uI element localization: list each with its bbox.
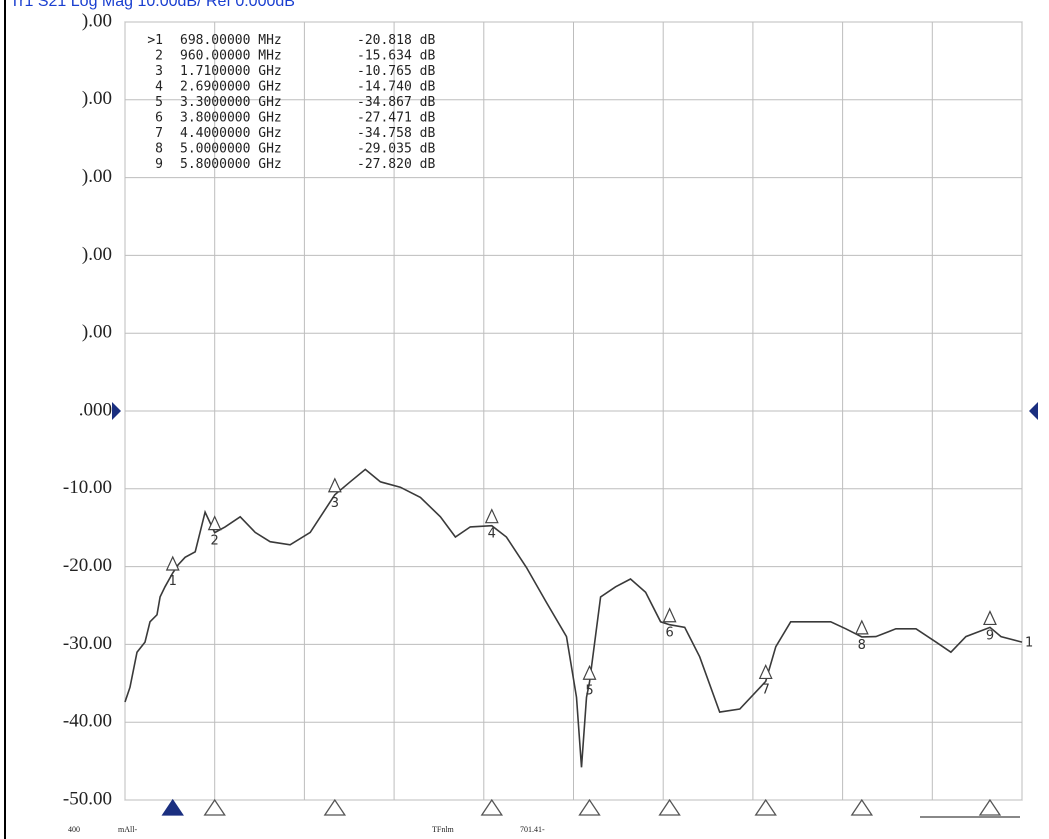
marker-indicator (203, 798, 226, 816)
marker-label: 5 (585, 683, 593, 698)
marker-id: 8 (155, 142, 163, 157)
y-tick-label: -30.00 (63, 633, 112, 654)
marker-triangle (758, 663, 773, 680)
marker-response: -34.758 dB (357, 126, 435, 141)
marker-triangle (327, 477, 342, 493)
y-tick-label: ).00 (82, 10, 112, 31)
marker-triangle (165, 555, 180, 571)
marker-response: -27.471 dB (357, 111, 435, 126)
marker-id: >1 (147, 33, 163, 48)
marker-id: 5 (155, 95, 163, 110)
marker-indicator (480, 798, 504, 816)
marker-stimulus: 698.00000 MHz (180, 33, 282, 48)
marker-id: 2 (155, 49, 163, 64)
marker-response: -20.818 dB (357, 33, 435, 48)
marker-indicator (161, 798, 184, 816)
marker-indicator (578, 798, 601, 816)
marker-response: -10.765 dB (357, 64, 435, 79)
reference-arrow (1029, 402, 1038, 420)
footer-text: 701.41- (520, 825, 545, 834)
trace-title: Tr1 S21 Log Mag 10.00dB/ Ref 0.000dB (10, 0, 295, 10)
marker-triangle (582, 664, 597, 680)
marker-indicator (658, 798, 681, 816)
y-axis: -50.00 -40.00 -30.00 -20.00 -10.00 .000 ).00).… (63, 10, 1038, 809)
marker-stimulus: 3.3000000 GHz (180, 95, 282, 110)
y-tick-label: -20.00 (63, 555, 112, 576)
marker-response: -27.820 dB (357, 157, 435, 172)
y-tick-label: .000 (79, 399, 112, 420)
marker-triangle (484, 508, 499, 524)
marker-stimulus: 1.7100000 GHz (180, 64, 282, 79)
footer-text: mAll- (118, 825, 137, 834)
marker-table: >1 698.00000 MHz -20.818 dB 2 960.00000 MHz -… (147, 33, 435, 172)
marker-stimulus: 5.0000000 GHz (180, 142, 282, 157)
marker-id: 9 (155, 157, 163, 172)
marker-stimulus: 960.00000 MHz (180, 49, 282, 64)
marker-response: -34.867 dB (357, 95, 435, 110)
footer: 400 mAll- TFnlm 701.41- (68, 816, 1020, 834)
marker-label: 9 (986, 628, 994, 643)
marker-id: 4 (155, 80, 163, 95)
marker-response: -29.035 dB (357, 142, 435, 157)
footer-text: 400 (68, 825, 80, 834)
marker-stimulus: 5.8000000 GHz (180, 157, 282, 172)
marker-indicator (754, 798, 777, 816)
grid (124, 21, 1023, 801)
marker-id: 3 (155, 64, 163, 79)
marker-stimulus: 3.8000000 GHz (180, 111, 282, 126)
marker-triangle (662, 607, 677, 623)
marker-response: -15.634 dB (357, 49, 435, 64)
marker-response: -14.740 dB (357, 80, 435, 95)
marker-label: 8 (858, 638, 866, 653)
y-tick-label: ).00 (82, 244, 112, 265)
y-tick-label: -10.00 (63, 477, 112, 498)
reference-arrow (112, 402, 121, 420)
marker-stimulus: 2.6900000 GHz (180, 80, 282, 95)
marker-label: 3 (331, 496, 339, 511)
marker-label: 2 (211, 534, 219, 549)
marker-id: 7 (155, 126, 163, 141)
marker-triangle (983, 610, 997, 626)
y-tick-label: ).00 (82, 166, 112, 187)
marker-indicator (978, 798, 1002, 816)
y-tick-label: -40.00 (63, 711, 112, 732)
marker-label: 6 (665, 626, 673, 641)
marker-id: 6 (155, 111, 163, 126)
marker-stimulus: 4.4000000 GHz (180, 126, 282, 141)
marker-triangle (854, 619, 869, 635)
y-tick-label: ).00 (82, 322, 112, 343)
marker-label: 4 (488, 527, 496, 542)
trace-label: 1 (1025, 636, 1033, 651)
trace-line (124, 468, 1023, 768)
footer-text: TFnlm (432, 825, 455, 834)
marker-indicator (850, 798, 874, 816)
trace-layer: 1 1 2 3 4 5 6 7 8 9 (124, 468, 1033, 816)
marker-indicator (323, 798, 347, 816)
marker-label: 1 (169, 574, 177, 589)
y-tick-label: ).00 (82, 88, 112, 109)
y-tick-label: -50.00 (63, 788, 112, 809)
marker-label: 7 (762, 682, 770, 697)
marker-triangle (207, 515, 222, 531)
